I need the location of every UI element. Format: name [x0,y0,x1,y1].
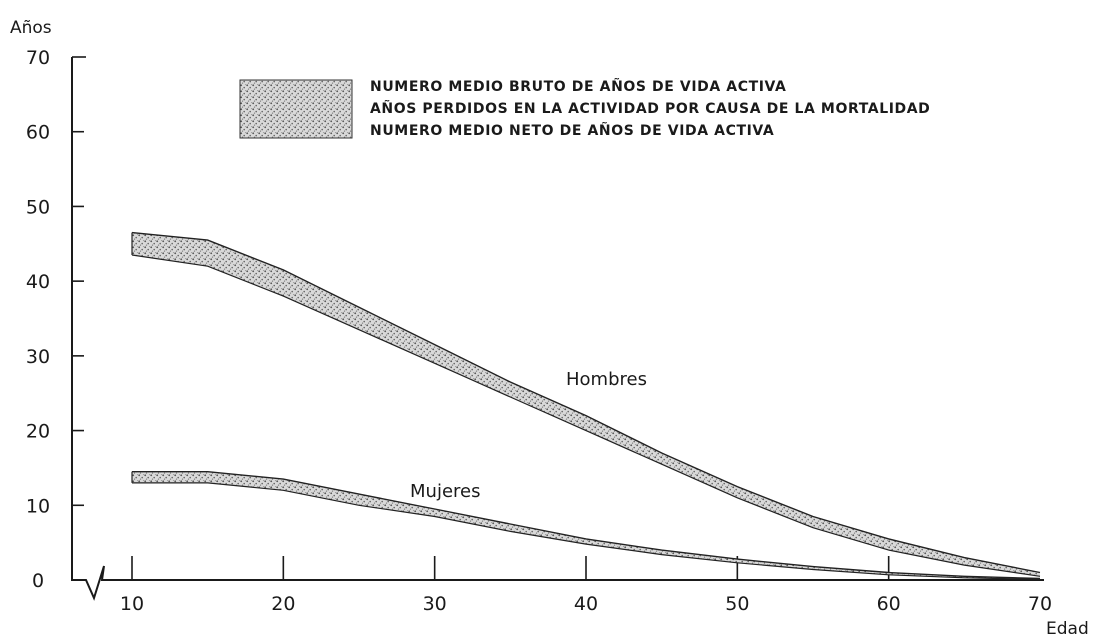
x-tick-label: 20 [271,593,295,615]
y-axis-line [71,57,1044,601]
y-tick-label: 30 [26,346,50,368]
y-tick-label: 0 [32,570,44,592]
x-tick-label: 30 [423,593,447,615]
legend-swatch [239,79,353,139]
x-tick-label: 60 [877,593,901,615]
y-ticks: 0 10 20 30 40 50 60 70 [26,47,84,592]
y-axis-title: Años [10,18,52,38]
y-tick-label: 60 [26,122,50,144]
x-tick-label: 40 [574,593,598,615]
y-tick-label: 20 [26,421,50,443]
y-tick-label: 40 [26,271,50,293]
x-axis-title: Edad [1046,619,1089,639]
x-ticks: 10 20 30 40 50 60 70 [120,556,1052,615]
line-bruto-hombres [131,231,1041,574]
x-tick-label: 10 [120,593,144,615]
band-hombres [132,232,1040,577]
x-tick-label: 50 [725,593,749,615]
line-neto-mujeres [132,482,1041,580]
series-label-hombres: Hombres [566,369,647,390]
y-tick-label: 50 [26,196,50,218]
line-bruto-mujeres [132,471,1041,580]
legend-entry-perdidos: AÑOS PERDIDOS EN LA ACTIVIDAD POR CAUSA … [370,100,930,117]
series-layer [131,231,1041,580]
line-neto-hombres [131,254,1041,577]
legend-entry-neto: NUMERO MEDIO NETO DE AÑOS DE VIDA ACTIVA [370,122,774,139]
legend-entry-bruto: NUMERO MEDIO BRUTO DE AÑOS DE VIDA ACTIV… [370,78,786,95]
legend: NUMERO MEDIO BRUTO DE AÑOS DE VIDA ACTIV… [239,78,930,139]
y-tick-label: 70 [26,47,50,69]
x-tick-label: 70 [1028,593,1052,615]
band-mujeres [132,471,1040,580]
y-tick-label: 10 [26,495,50,517]
series-label-mujeres: Mujeres [410,481,480,502]
